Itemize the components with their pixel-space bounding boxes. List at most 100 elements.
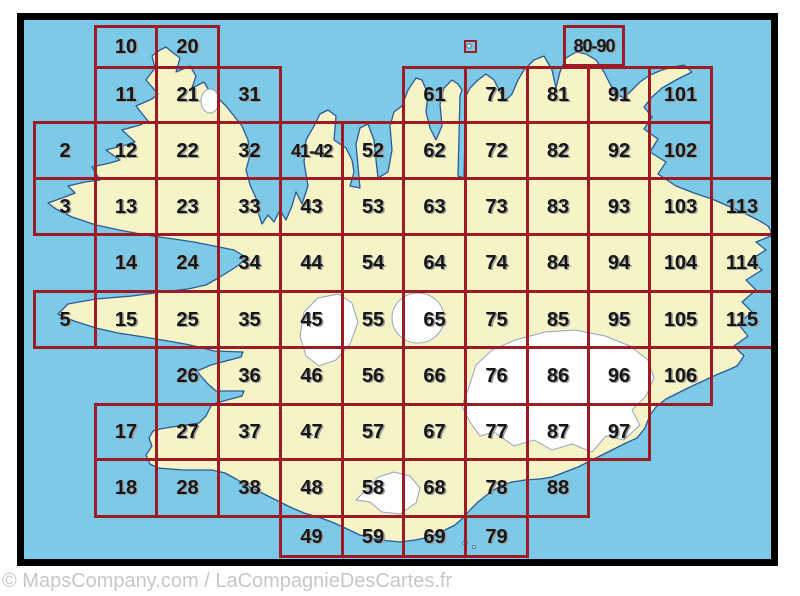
sheet-number: 37: [238, 421, 261, 443]
sheet-cell-58: 58: [341, 458, 405, 518]
sheet-cell-68: 68: [402, 458, 467, 518]
sheet-cell-85: 85: [526, 290, 590, 349]
sheet-cell-5: 5: [33, 290, 97, 349]
sheet-cell-78: 78: [464, 458, 529, 518]
sheet-number: 106: [663, 365, 698, 387]
sheet-cell-11: 11: [94, 66, 158, 124]
sheet-cell-79: 79: [464, 515, 529, 558]
sheet-cell-55: 55: [341, 290, 405, 349]
sheet-number: 53: [361, 195, 385, 218]
sheet-cell-59: 59: [341, 515, 405, 558]
sheet-number: 91: [607, 84, 631, 106]
sheet-number: 115: [725, 308, 759, 331]
sheet-cell-27: 27: [155, 403, 220, 461]
sheet-cell-15: 15: [94, 290, 158, 349]
sheet-number: 21: [176, 84, 199, 106]
sheet-cell-96: 96: [587, 346, 651, 406]
sheet-number: 95: [607, 308, 631, 331]
sheet-number: 45: [300, 308, 323, 331]
sheet-number: 96: [607, 365, 631, 387]
sheet-grid-layer: 10 20 11 21 31 61 71 81 91 101 2 12 22 32 41-42 52 62 72 8…: [24, 20, 771, 559]
sheet-cell-49: 49: [279, 515, 344, 558]
sheet-number: 66: [423, 365, 446, 387]
sheet-cell-72: 72: [464, 121, 529, 180]
sheet-cell-76: 76: [464, 346, 529, 406]
sheet-cell-17: 17: [94, 403, 158, 461]
copyright-text: © MapsCompany.com / LaCompagnieDesCartes…: [2, 570, 453, 592]
sheet-cell-62: 62: [402, 121, 467, 180]
sheet-number: 23: [176, 195, 199, 218]
sheet-number: 102: [663, 139, 698, 162]
sheet-cell-81: 81: [526, 66, 590, 124]
sheet-number: 13: [114, 195, 138, 218]
sheet-cell-21: 21: [155, 66, 220, 124]
sheet-cell-10: 10: [94, 25, 158, 69]
sheet-number: 65: [423, 308, 446, 331]
sheet-number: 78: [485, 477, 508, 499]
sheet-number: 85: [546, 308, 570, 331]
sheet-cell-3: 3: [33, 177, 97, 236]
sheet-number: 101: [663, 84, 698, 106]
sheet-cell-57: 57: [341, 403, 405, 461]
sheet-number: 24: [176, 252, 199, 274]
sheet-cell-23: 23: [155, 177, 220, 236]
sheet-number: 76: [485, 365, 508, 387]
map-frame: 10 20 11 21 31 61 71 81 91 101 2 12 22 32 41-42 52 62 72 8…: [17, 13, 778, 566]
sheet-number: 75: [485, 308, 508, 331]
sheet-cell-43: 43: [279, 177, 344, 236]
sheet-cell-53: 53: [341, 177, 405, 236]
iceland-coastline-svg: [47, 43, 771, 549]
sheet-cell-34: 34: [217, 233, 282, 293]
sheet-cell-54: 54: [341, 233, 405, 293]
sheet-number: 35: [238, 308, 261, 331]
sheet-number: 56: [361, 365, 385, 387]
sheet-number: 97: [607, 421, 631, 443]
sheet-cell-92: 92: [587, 121, 651, 180]
sheet-number: 59: [361, 525, 385, 548]
sheet-cell-37: 37: [217, 403, 282, 461]
sheet-cell-13: 13: [94, 177, 158, 236]
sheet-cell-84: 84: [526, 233, 590, 293]
sheet-cell-18: 18: [94, 458, 158, 518]
sheet-cell-32: 32: [217, 121, 282, 180]
sheet-number: 43: [300, 195, 323, 218]
sheet-cell-12: 12: [94, 121, 158, 180]
sheet-number: 12: [114, 139, 138, 162]
sheet-number: 54: [361, 252, 385, 274]
sheet-number: 87: [546, 421, 570, 443]
sheet-number: 63: [423, 195, 446, 218]
sheet-number: 64: [423, 252, 446, 274]
sheet-number: 74: [485, 252, 508, 274]
sheet-cell-67: 67: [402, 403, 467, 461]
sheet-number: 92: [607, 139, 631, 162]
sheet-cell-14: 14: [94, 233, 158, 293]
sheet-number: 84: [546, 252, 570, 274]
sheet-cell-91: 91: [587, 66, 651, 124]
sheet-number: 10: [114, 36, 138, 58]
sheet-cell-88: 88: [526, 458, 590, 518]
sheet-cell-44: 44: [279, 233, 344, 293]
sheet-number: 14: [114, 252, 138, 274]
sheet-cell-69: 69: [402, 515, 467, 558]
sheet-number: 27: [176, 421, 199, 443]
sheet-cell-28: 28: [155, 458, 220, 518]
sheet-number: 5: [59, 308, 71, 331]
sheet-cell-103: 103: [648, 177, 713, 236]
sheet-number: 26: [176, 365, 199, 387]
grimsey-island: [466, 43, 472, 49]
sheet-cell-97: 97: [587, 403, 651, 461]
sheet-cell-87: 87: [526, 403, 590, 461]
sheet-cell-105: 105: [648, 290, 713, 349]
sheet-number: 105: [663, 308, 698, 331]
sheet-cell-101: 101: [648, 66, 713, 124]
sheet-number: 80-90: [573, 36, 615, 56]
sheet-number: 73: [485, 195, 508, 218]
sheet-number: 41-42: [290, 140, 333, 161]
sheet-cell-66: 66: [402, 346, 467, 406]
islet-sheet-box: [464, 40, 477, 53]
sheet-cell-20: 20: [155, 25, 220, 69]
sheet-cell-114: 114: [710, 233, 771, 293]
sheet-cell-41-42: 41-42: [279, 121, 344, 180]
sheet-cell-56: 56: [341, 346, 405, 406]
sheet-number: 36: [238, 365, 261, 387]
